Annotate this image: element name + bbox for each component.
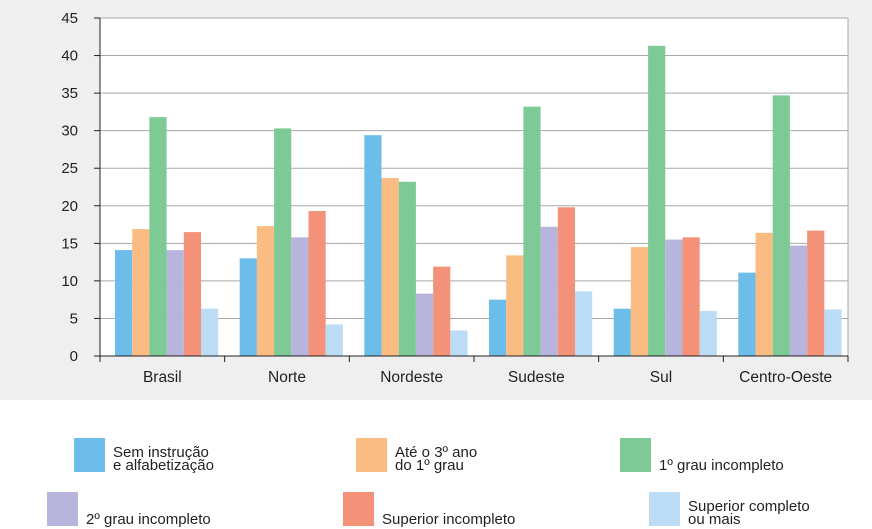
y-tick-label: 10: [61, 273, 78, 290]
bar: [699, 310, 717, 356]
legend-label: Superior completo ou mais: [688, 498, 810, 528]
chart-panel: 0 5 10 15 20 25 30 35 40 45 Brasil Norte Nordeste Su…: [0, 0, 872, 400]
bar: [415, 293, 434, 356]
x-category-label: Sudeste: [508, 369, 565, 386]
legend-swatch: [47, 492, 78, 526]
legend-item: 1º grau incompleto: [620, 438, 784, 474]
bar: [540, 226, 558, 356]
bar: [557, 207, 575, 356]
legend-swatch: [343, 492, 374, 526]
x-category-label: Norte: [268, 369, 306, 386]
x-category-label: Centro-Oeste: [739, 369, 832, 386]
x-category-label: Brasil: [143, 369, 182, 386]
x-category-label: Sul: [650, 369, 672, 386]
gridlines: [100, 17, 849, 357]
bar: [575, 291, 593, 356]
y-axis-ticks: 0 5 10 15 20 25 30 35 40 45: [61, 10, 100, 365]
y-tick-label: 45: [61, 10, 78, 27]
bar: [291, 237, 309, 356]
legend-item: 2º grau incompleto: [47, 492, 211, 528]
bar: [772, 95, 790, 357]
legend-label: 1º grau incompleto: [659, 457, 784, 474]
bar: [755, 232, 773, 356]
legend-item: Superior incompleto: [343, 492, 516, 528]
bar: [364, 135, 382, 356]
legend-label: Até o 3º ano do 1º grau: [395, 444, 478, 474]
legend-swatch: [356, 438, 387, 472]
y-tick-label: 25: [61, 160, 78, 177]
y-tick-label: 0: [70, 348, 78, 365]
bar: [523, 106, 541, 356]
legend-label: 2º grau incompleto: [86, 511, 211, 528]
legend-swatch: [74, 438, 105, 472]
bar: [274, 128, 292, 356]
bar: [325, 324, 343, 356]
bar: [256, 226, 275, 356]
bar: [132, 229, 150, 356]
bar: [738, 272, 756, 356]
bar: [398, 181, 416, 356]
bar: [824, 309, 842, 356]
bar: [665, 239, 683, 356]
bar: [239, 258, 257, 356]
y-tick-label: 5: [70, 310, 78, 327]
bar: [201, 308, 219, 356]
bar: [613, 308, 631, 356]
bar: [630, 247, 649, 356]
bar: [648, 45, 666, 356]
legend-swatch: [649, 492, 680, 526]
x-category-label: Nordeste: [380, 369, 443, 386]
bar: [789, 245, 808, 356]
y-tick-label: 40: [61, 48, 78, 65]
bar-chart: 0 5 10 15 20 25 30 35 40 45 Brasil Norte Nordeste Su…: [61, 10, 849, 386]
legend-label: Superior incompleto: [382, 511, 516, 528]
bar: [183, 232, 201, 356]
category-labels: Brasil Norte Nordeste Sudeste Sul Centro-Oest…: [143, 369, 832, 386]
legend-label: Sem instrução e alfabetização: [113, 444, 214, 474]
axes: [99, 18, 849, 362]
y-tick-label: 15: [61, 235, 78, 252]
bar: [308, 211, 326, 356]
bar: [489, 299, 507, 356]
y-tick-label: 30: [61, 123, 78, 140]
legend-swatch: [620, 438, 651, 472]
legend-item: Superior completo ou mais: [649, 492, 810, 528]
bar: [506, 255, 524, 356]
plot-area: [100, 18, 848, 356]
bar: [149, 117, 167, 357]
bar: [807, 230, 825, 356]
y-tick-label: 20: [61, 198, 78, 215]
bar: [433, 266, 451, 356]
legend-item: Sem instrução e alfabetização: [74, 438, 214, 474]
bar: [166, 250, 184, 356]
bar: [381, 177, 399, 356]
bars: [115, 45, 842, 357]
y-tick-label: 35: [61, 85, 78, 102]
bar: [450, 330, 468, 356]
legend-item: Até o 3º ano do 1º grau: [356, 438, 478, 474]
bar: [115, 250, 133, 356]
bar: [682, 237, 700, 356]
